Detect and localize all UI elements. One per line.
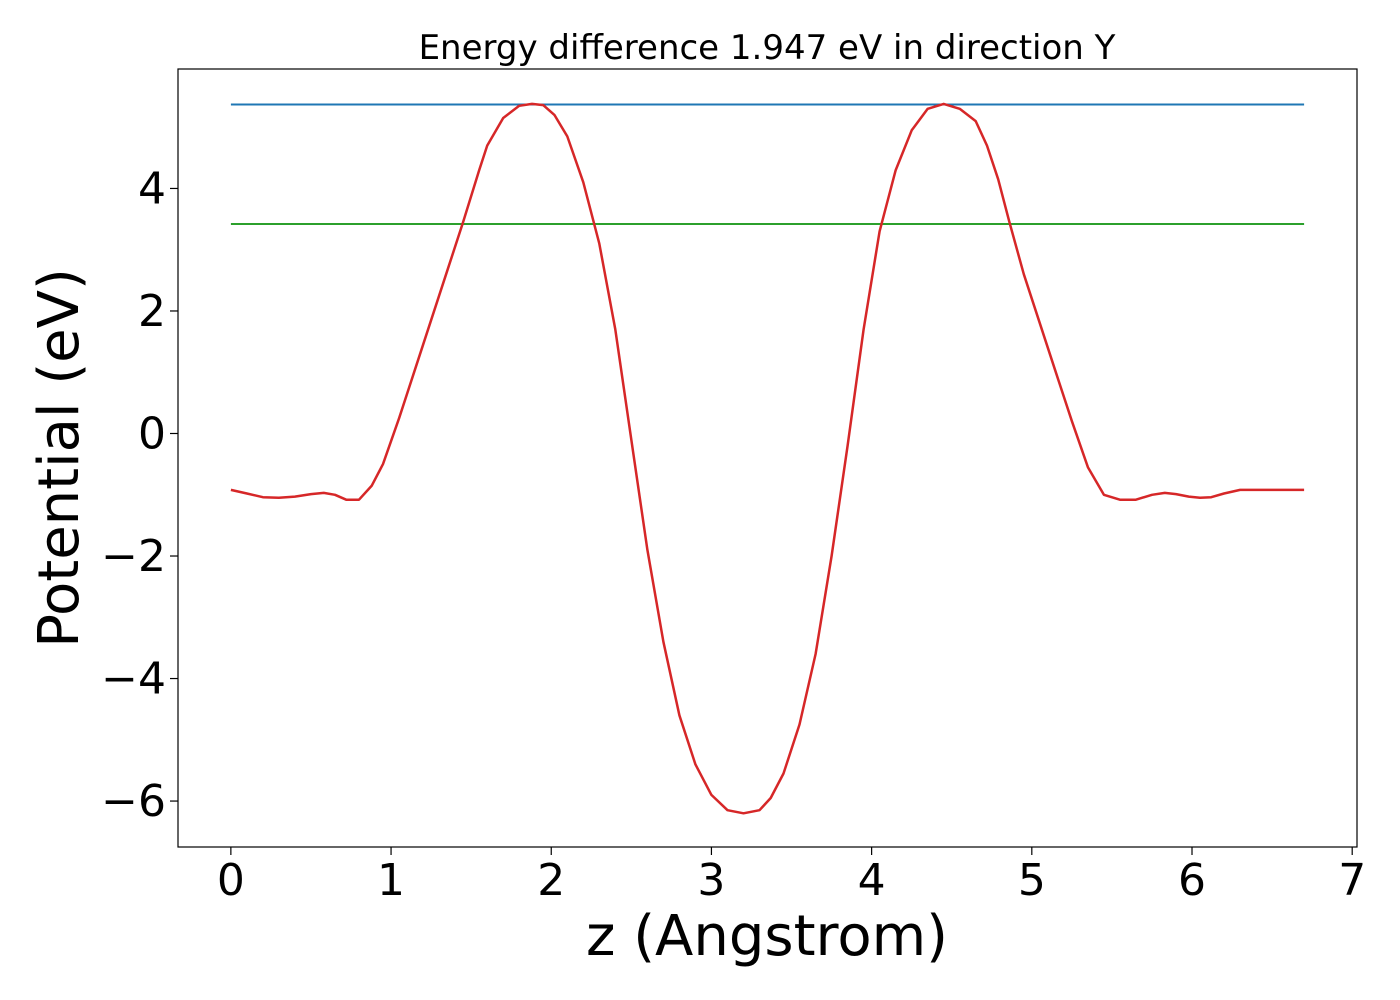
series-layer (230, 102, 1305, 815)
x-tick-label: 5 (1018, 855, 1046, 906)
x-tick-label: 4 (858, 855, 886, 906)
x-tick-label: 7 (1338, 855, 1366, 906)
x-tick-label: 2 (537, 855, 565, 906)
x-axis-title: z (Angstrom) (586, 904, 948, 969)
x-axis-ticks: 0 1 2 3 4 5 6 7 (217, 847, 1366, 906)
y-tick-label: −6 (101, 776, 166, 827)
y-tick-label: 4 (138, 163, 166, 214)
x-tick-label: 0 (217, 855, 245, 906)
y-tick-label: −2 (101, 531, 166, 582)
series-line-0 (230, 102, 1305, 815)
x-tick-label: 3 (697, 855, 725, 906)
x-tick-label: 6 (1178, 855, 1206, 906)
chart-title: Energy difference 1.947 eV in direction … (419, 28, 1116, 68)
y-axis-ticks: −6 −4 −2 0 2 4 (101, 163, 178, 827)
y-axis-title: Potential (eV) (27, 268, 92, 648)
y-tick-label: −4 (101, 654, 166, 705)
y-tick-label: 2 (138, 286, 166, 337)
y-tick-label: 0 (138, 408, 166, 459)
x-tick-label: 1 (377, 855, 405, 906)
plot-frame (177, 68, 1358, 848)
